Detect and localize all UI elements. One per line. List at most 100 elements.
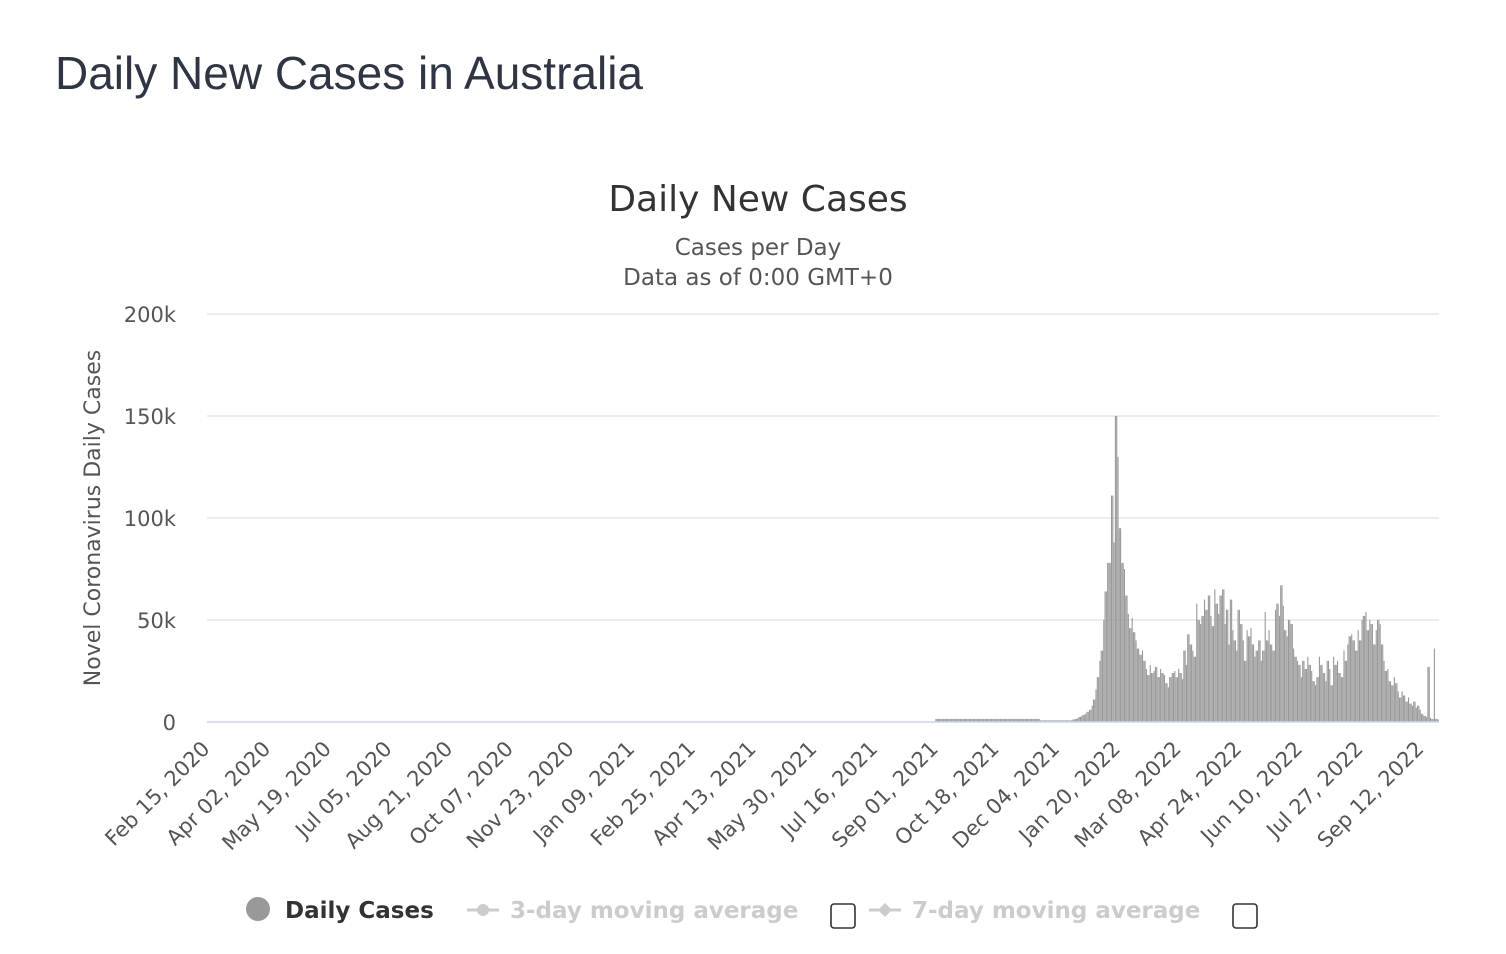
- bar[interactable]: [1107, 562, 1109, 722]
- bar[interactable]: [1141, 650, 1144, 722]
- bar[interactable]: [1121, 562, 1123, 722]
- bar[interactable]: [1045, 720, 1047, 722]
- bar[interactable]: [1254, 656, 1256, 722]
- bar[interactable]: [1290, 624, 1292, 722]
- bar[interactable]: [1234, 640, 1237, 722]
- bar[interactable]: [1423, 715, 1425, 722]
- bar[interactable]: [1116, 416, 1118, 722]
- bar[interactable]: [1167, 687, 1169, 722]
- bar[interactable]: [1431, 718, 1433, 722]
- bar[interactable]: [1388, 681, 1390, 722]
- bar[interactable]: [1259, 640, 1261, 722]
- bar[interactable]: [1014, 718, 1016, 722]
- bar[interactable]: [1092, 699, 1095, 722]
- bar[interactable]: [1426, 716, 1428, 722]
- bar[interactable]: [1307, 656, 1309, 722]
- bar[interactable]: [1336, 660, 1339, 722]
- bar[interactable]: [976, 718, 978, 722]
- bar[interactable]: [1077, 717, 1079, 722]
- bar[interactable]: [1312, 681, 1314, 722]
- bar[interactable]: [1139, 654, 1141, 722]
- bar[interactable]: [1347, 644, 1349, 722]
- bar[interactable]: [1156, 666, 1158, 722]
- bar[interactable]: [980, 718, 982, 722]
- bar[interactable]: [1029, 718, 1031, 722]
- bar[interactable]: [1039, 720, 1042, 722]
- bar[interactable]: [1042, 720, 1044, 722]
- bar[interactable]: [1268, 630, 1270, 722]
- bar[interactable]: [1113, 542, 1115, 722]
- bar[interactable]: [1432, 718, 1434, 722]
- bar[interactable]: [1194, 656, 1197, 722]
- bar[interactable]: [981, 718, 983, 722]
- bar[interactable]: [1405, 701, 1407, 722]
- bar[interactable]: [1140, 654, 1142, 722]
- bar[interactable]: [1361, 620, 1363, 722]
- bar[interactable]: [1120, 528, 1122, 722]
- bar[interactable]: [1216, 603, 1218, 722]
- bar[interactable]: [1180, 673, 1182, 722]
- bar[interactable]: [940, 718, 942, 722]
- bar[interactable]: [1011, 718, 1013, 722]
- bar[interactable]: [1205, 609, 1207, 722]
- bar[interactable]: [974, 718, 976, 722]
- bar[interactable]: [1303, 660, 1305, 722]
- bar[interactable]: [1162, 673, 1164, 722]
- bar[interactable]: [1192, 650, 1194, 722]
- bar[interactable]: [1296, 660, 1299, 722]
- bar[interactable]: [1135, 640, 1137, 722]
- bar[interactable]: [1058, 720, 1060, 722]
- bar[interactable]: [1308, 664, 1310, 722]
- bar[interactable]: [1206, 609, 1208, 722]
- bar[interactable]: [941, 718, 943, 722]
- bar[interactable]: [1295, 656, 1297, 722]
- bar[interactable]: [1117, 456, 1119, 722]
- bar[interactable]: [1253, 644, 1255, 722]
- bar[interactable]: [1364, 615, 1366, 722]
- bar[interactable]: [1012, 718, 1014, 722]
- bar[interactable]: [1200, 624, 1202, 722]
- bar[interactable]: [1015, 718, 1017, 722]
- bar[interactable]: [1214, 589, 1216, 722]
- bar[interactable]: [1054, 720, 1056, 722]
- bar[interactable]: [1401, 691, 1403, 722]
- bar[interactable]: [961, 718, 963, 722]
- bar[interactable]: [1318, 656, 1320, 722]
- bar[interactable]: [1413, 701, 1415, 722]
- bar[interactable]: [1222, 589, 1224, 722]
- bar[interactable]: [1420, 713, 1423, 722]
- bar[interactable]: [1273, 650, 1275, 722]
- bar[interactable]: [1231, 599, 1233, 722]
- bar[interactable]: [1415, 707, 1417, 722]
- bar[interactable]: [1322, 673, 1324, 722]
- bar[interactable]: [1098, 677, 1100, 722]
- bar[interactable]: [1191, 644, 1193, 722]
- bar[interactable]: [1357, 630, 1359, 722]
- bar[interactable]: [1028, 718, 1030, 722]
- bar[interactable]: [1358, 640, 1361, 722]
- bar[interactable]: [1250, 628, 1252, 722]
- bar[interactable]: [1197, 620, 1199, 722]
- bar[interactable]: [1228, 644, 1230, 722]
- bar[interactable]: [1070, 720, 1073, 722]
- bar[interactable]: [939, 718, 941, 722]
- bar[interactable]: [1233, 640, 1235, 722]
- bar[interactable]: [1300, 677, 1302, 722]
- bar[interactable]: [1427, 666, 1429, 722]
- bar[interactable]: [1329, 668, 1331, 722]
- bar[interactable]: [1324, 673, 1326, 722]
- bar[interactable]: [1169, 677, 1171, 722]
- bar[interactable]: [1286, 636, 1288, 722]
- bar[interactable]: [1316, 677, 1318, 722]
- bar[interactable]: [1325, 681, 1327, 722]
- bar[interactable]: [1377, 620, 1379, 722]
- bar[interactable]: [998, 718, 1000, 722]
- bar[interactable]: [1365, 611, 1367, 722]
- bar[interactable]: [1005, 718, 1007, 722]
- bar[interactable]: [1043, 720, 1045, 722]
- bar[interactable]: [1343, 650, 1345, 722]
- bar[interactable]: [1335, 664, 1337, 722]
- bar[interactable]: [1409, 703, 1411, 722]
- bar[interactable]: [1179, 673, 1181, 722]
- bar[interactable]: [990, 718, 992, 722]
